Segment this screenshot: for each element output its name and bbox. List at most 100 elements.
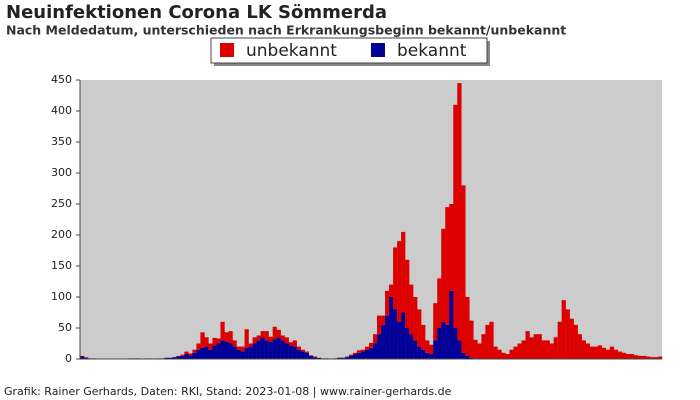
bar-segment bbox=[304, 352, 309, 359]
bar-segment bbox=[308, 355, 313, 356]
bar-segment bbox=[509, 349, 514, 359]
bar-segment bbox=[481, 334, 486, 359]
bar-segment bbox=[413, 297, 418, 341]
bar-segment bbox=[473, 339, 478, 359]
bar-segment bbox=[176, 355, 181, 357]
bar-segment bbox=[505, 354, 510, 359]
bar-segment bbox=[441, 228, 446, 322]
bar-segment bbox=[465, 355, 470, 359]
bar-segment bbox=[421, 324, 426, 350]
bar-segment bbox=[224, 332, 229, 342]
bar-segment bbox=[264, 331, 269, 341]
bar-segment bbox=[385, 290, 390, 316]
bar-segment bbox=[409, 334, 414, 359]
bar-segment bbox=[377, 315, 382, 335]
bar-segment bbox=[300, 349, 305, 352]
bar-segment bbox=[176, 356, 181, 359]
y-tick-label: 250 bbox=[51, 197, 72, 210]
bar-segment bbox=[348, 354, 354, 356]
bar-segment bbox=[248, 346, 253, 359]
bar-segment bbox=[204, 337, 209, 347]
bar-segment bbox=[296, 346, 301, 350]
bar-segment bbox=[312, 356, 318, 358]
bar-segment bbox=[485, 324, 490, 359]
bar-segment bbox=[625, 354, 631, 359]
bar-segment bbox=[601, 347, 607, 359]
legend-label: bekannt bbox=[397, 41, 467, 61]
bar-segment bbox=[220, 340, 225, 359]
legend: unbekannt bekannt bbox=[210, 37, 490, 66]
bar-segment bbox=[280, 340, 285, 359]
bar-segment bbox=[417, 346, 422, 359]
bar-segment bbox=[437, 328, 442, 359]
bar-segment bbox=[228, 331, 233, 344]
bar-segment bbox=[513, 346, 518, 359]
y-tick-label: 150 bbox=[51, 259, 72, 272]
bar-segment bbox=[453, 104, 458, 328]
bar-segment bbox=[356, 352, 362, 359]
bar-segment bbox=[240, 346, 245, 352]
bar-segment bbox=[489, 321, 494, 359]
y-tick-label: 100 bbox=[51, 290, 72, 303]
legend-box bbox=[210, 37, 488, 64]
bar-segment bbox=[653, 357, 659, 359]
bar-segment bbox=[276, 337, 281, 359]
bar-segment bbox=[429, 344, 434, 355]
bar-segment bbox=[585, 343, 590, 359]
bar-segment bbox=[192, 349, 197, 353]
bar-segment bbox=[385, 315, 390, 359]
bar-segment bbox=[405, 259, 410, 328]
bar-segment bbox=[517, 343, 522, 359]
bar-segment bbox=[577, 334, 582, 359]
bar-segment bbox=[244, 347, 249, 359]
bar-segment bbox=[549, 343, 554, 359]
bar-segment bbox=[164, 357, 169, 359]
bar-segment bbox=[236, 349, 241, 359]
bar-segment bbox=[381, 315, 386, 325]
bar-segment bbox=[445, 324, 450, 359]
bar-segment bbox=[641, 355, 647, 359]
y-tick-label: 300 bbox=[51, 166, 72, 179]
bar-segment bbox=[344, 356, 350, 358]
bar-segment bbox=[300, 351, 305, 359]
bar-segment bbox=[352, 352, 358, 355]
bar-segment bbox=[212, 345, 217, 359]
bar-segment bbox=[180, 355, 185, 359]
bar-segment bbox=[553, 337, 558, 359]
bar-segment bbox=[188, 353, 193, 356]
legend-label: unbekannt bbox=[246, 41, 337, 61]
bar-segment bbox=[260, 331, 265, 338]
bar-segment bbox=[256, 335, 261, 341]
bar-segment bbox=[461, 185, 466, 353]
bar-segment bbox=[421, 349, 426, 359]
bar-segment bbox=[196, 349, 201, 359]
bar-segment bbox=[593, 346, 598, 359]
bar-segment bbox=[308, 355, 313, 359]
bar-segment bbox=[192, 352, 197, 359]
bar-segment bbox=[609, 346, 615, 359]
legend-swatch bbox=[220, 43, 234, 57]
chart-title: Neuinfektionen Corona LK Sömmerda bbox=[6, 2, 387, 23]
bar-segment bbox=[288, 345, 293, 359]
bar-segment bbox=[493, 346, 498, 359]
bar-segment bbox=[260, 337, 265, 359]
bar-segment bbox=[433, 340, 438, 359]
bar-segment bbox=[268, 341, 273, 359]
bar-segment bbox=[360, 349, 366, 352]
bar-segment bbox=[272, 339, 277, 359]
bar-segment bbox=[401, 231, 406, 313]
bar-segment bbox=[497, 349, 502, 359]
bar-segment bbox=[529, 337, 534, 359]
bar-segment bbox=[276, 329, 281, 338]
bar-segment bbox=[364, 346, 370, 350]
bar-segment bbox=[373, 343, 378, 359]
bar-segment bbox=[268, 336, 273, 342]
bar-segment bbox=[292, 346, 297, 359]
bar-segment bbox=[80, 355, 85, 357]
bar-segment bbox=[397, 321, 402, 359]
bar-segment bbox=[569, 318, 574, 359]
bar-segment bbox=[80, 356, 85, 359]
bar-segment bbox=[417, 309, 422, 347]
bar-segment bbox=[401, 312, 406, 359]
